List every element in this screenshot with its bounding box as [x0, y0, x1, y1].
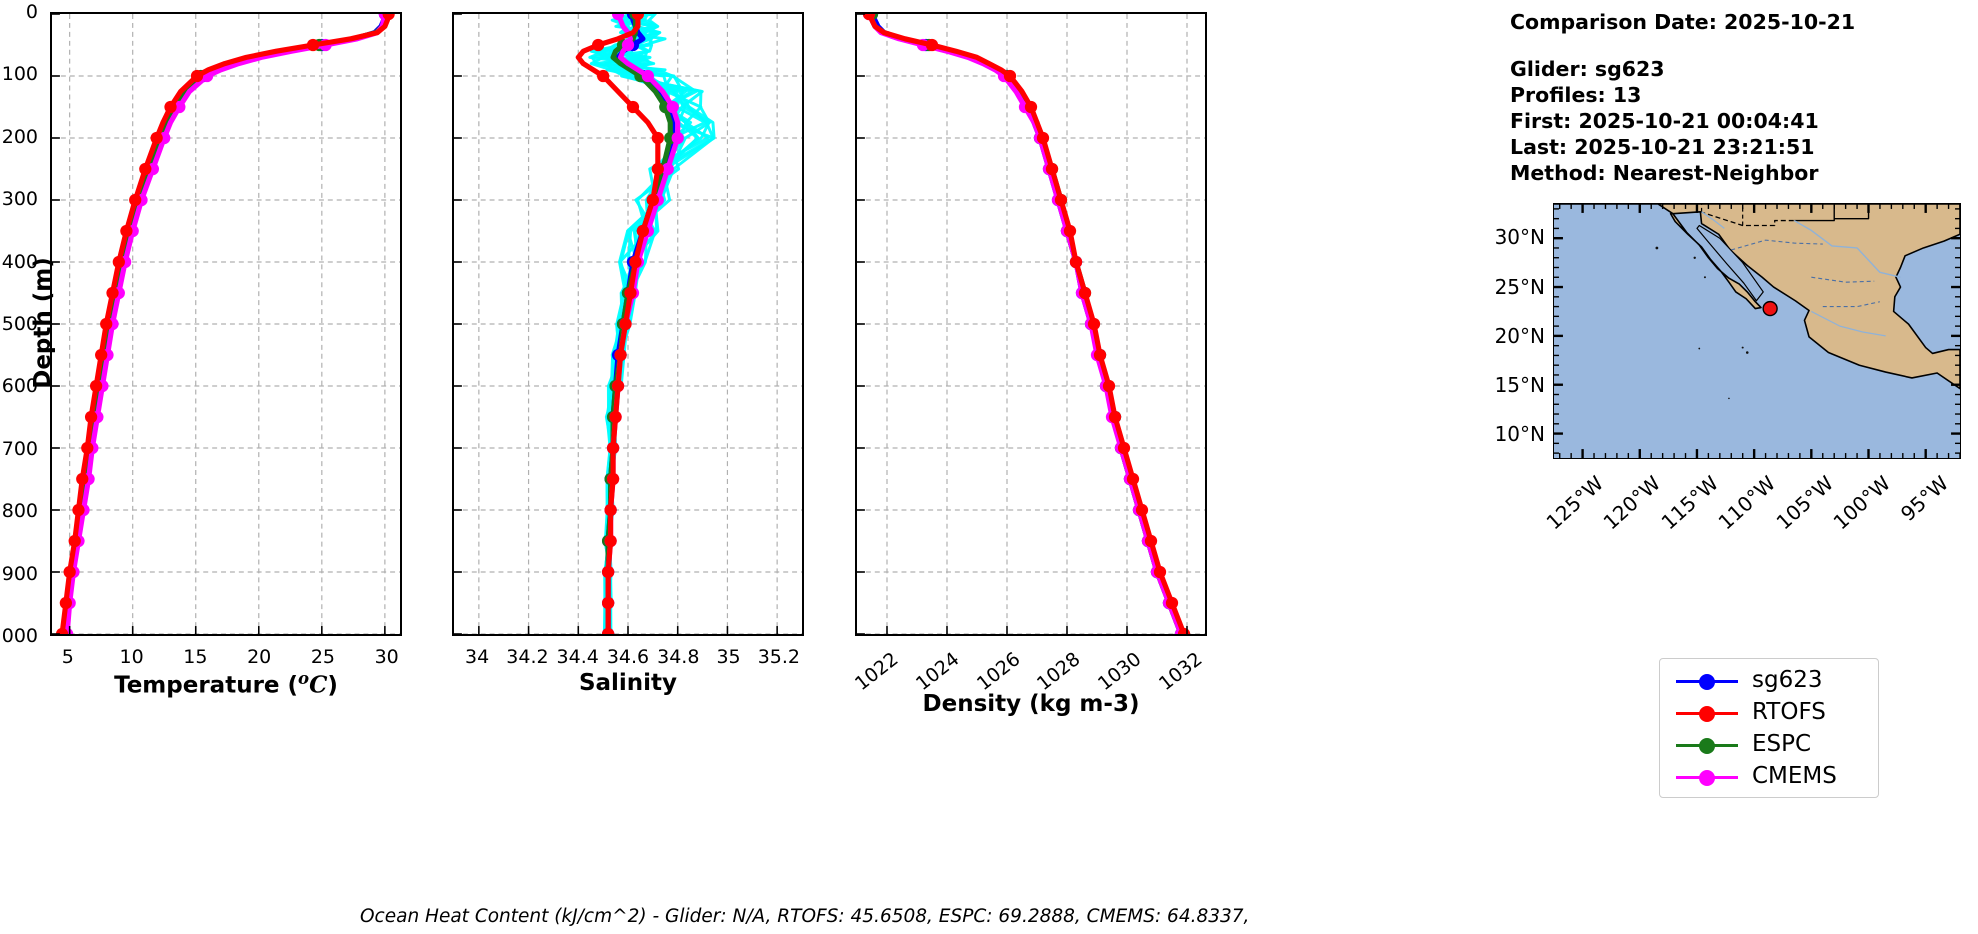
map-lon-tick: 115°W [1656, 471, 1723, 535]
comparison-date-text: Comparison Date: 2025-10-21 [1510, 10, 1856, 34]
salinity-xtick: 34.6 [606, 646, 650, 668]
map-lon-tick: 120°W [1598, 471, 1666, 535]
depth-tick: 400 [1, 250, 38, 273]
legend-marker-dot [1699, 705, 1715, 722]
map-lat-tick: 10°N [1494, 422, 1545, 447]
map-lon-tick: 105°W [1771, 471, 1838, 535]
legend-marker-dot [1699, 673, 1715, 690]
temperature-xtick: 25 [310, 646, 336, 668]
density-xtick: 1022 [851, 648, 903, 696]
map-lon-tick: 95°W [1895, 471, 1953, 526]
ocean-heat-content-caption: Ocean Heat Content (kJ/cm^2) - Glider: N… [360, 906, 1250, 927]
method-text: Method: Nearest-Neighbor [1510, 161, 1819, 185]
salinity-xtick: 35 [716, 646, 741, 668]
legend-item-cmems[interactable]: CMEMS [1660, 761, 1878, 793]
temperature-xtick: 30 [374, 646, 399, 668]
salinity-xtick: 34.8 [657, 646, 700, 668]
depth-tick: 1000 [0, 625, 38, 647]
salinity-xtick: 34 [465, 646, 490, 668]
density-xtick: 1030 [1093, 648, 1146, 696]
legend-label: sg623 [1752, 667, 1823, 693]
map-lat-tick: 15°N [1494, 373, 1545, 398]
depth-tick: 200 [1, 125, 38, 148]
salinity-xtick: 34.2 [506, 646, 549, 668]
density-axis-label: Density (kg m-3) [922, 691, 1140, 717]
depth-tick: 0 [25, 1, 38, 23]
depth-tick: 100 [1, 63, 38, 86]
depth-tick: 500 [1, 313, 38, 335]
legend-label: RTOFS [1752, 699, 1826, 725]
salinity-xtick: 35.2 [757, 646, 800, 668]
legend-marker-dot [1699, 737, 1715, 754]
depth-tick: 600 [1, 375, 38, 398]
temperature-xtick: 5 [61, 646, 74, 668]
depth-tick: 800 [1, 500, 38, 523]
last-profile-time-text: Last: 2025-10-21 23:21:51 [1510, 135, 1815, 159]
salinity-xtick: 34.4 [556, 646, 599, 668]
temperature-plot [52, 14, 400, 634]
legend-item-sg623[interactable]: sg623 [1660, 665, 1878, 697]
temperature-xtick: 15 [183, 646, 208, 668]
first-profile-time-text: First: 2025-10-21 00:04:41 [1510, 109, 1819, 133]
temperature-xtick: 20 [247, 646, 272, 668]
legend-item-rtofs[interactable]: RTOFS [1660, 697, 1878, 729]
map-lon-tick: 100°W [1828, 471, 1896, 535]
density-xtick: 1026 [972, 648, 1025, 696]
legend-label: CMEMS [1752, 763, 1837, 789]
salinity-axis-label: Salinity [578, 670, 678, 696]
salinity-panel [452, 12, 804, 636]
temperature-panel [50, 12, 402, 636]
series-legend: sg623 RTOFS ESPC CMEMS [1659, 658, 1879, 798]
salinity-plot [454, 14, 802, 634]
location-map [1553, 203, 1961, 459]
density-panel [855, 12, 1207, 636]
density-xtick: 1028 [1033, 648, 1085, 696]
temperature-axis-label: Temperature (oC) [114, 668, 338, 699]
depth-tick: 900 [1, 562, 38, 585]
map-lon-tick: 110°W [1713, 471, 1781, 535]
density-plot [857, 14, 1205, 634]
map-lon-tick: 125°W [1541, 471, 1608, 535]
depth-tick: 700 [1, 437, 38, 460]
legend-item-espc[interactable]: ESPC [1660, 729, 1878, 761]
map-graphic [1554, 204, 1960, 458]
profiles-count-text: Profiles: 13 [1510, 83, 1642, 107]
temperature-xtick: 10 [119, 646, 144, 668]
legend-marker-dot [1699, 769, 1715, 786]
map-lat-tick: 20°N [1494, 323, 1545, 348]
depth-tick: 300 [1, 188, 38, 211]
map-lat-tick: 30°N [1494, 225, 1545, 250]
legend-label: ESPC [1752, 731, 1812, 757]
map-lat-tick: 25°N [1494, 274, 1545, 299]
density-xtick: 1024 [911, 648, 964, 696]
density-xtick: 1032 [1154, 648, 1207, 696]
glider-name-text: Glider: sg623 [1510, 57, 1665, 81]
